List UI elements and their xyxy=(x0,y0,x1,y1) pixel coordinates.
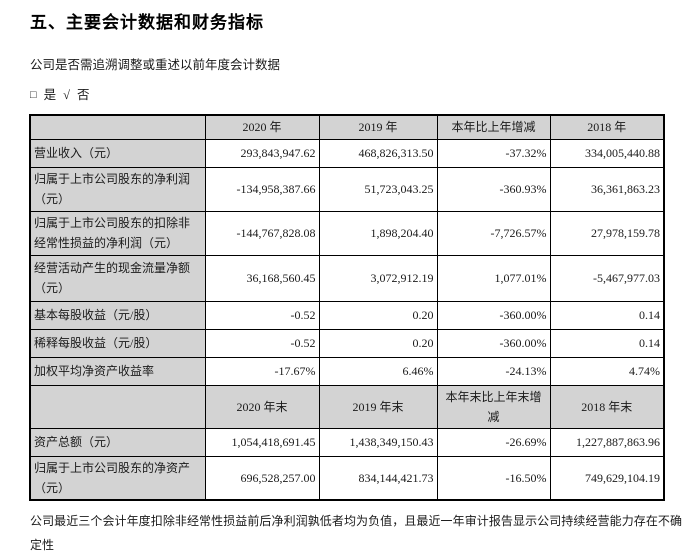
value-2018: 1,227,887,863.96 xyxy=(549,427,665,457)
value-2020: -134,958,387.66 xyxy=(204,166,320,212)
value-2018: 0.14 xyxy=(549,328,665,358)
page-title: 五、主要会计数据和财务指标 xyxy=(30,13,264,32)
value-2019: 1,438,349,150.43 xyxy=(318,427,438,457)
header-yoy-change: 本年比上年增减 xyxy=(436,114,551,140)
yes-label: 是 xyxy=(43,88,57,102)
restatement-question: 公司是否需追溯调整或重述以前年度会计数据 xyxy=(30,58,281,72)
table-row-net-assets: 归属于上市公司股东的净资产（元） 696,528,257.00 834,144,… xyxy=(29,455,665,501)
table-row-basic-eps: 基本每股收益（元/股） -0.52 0.20 -360.00% 0.14 xyxy=(29,300,665,330)
value-2019: 3,072,912.19 xyxy=(318,254,438,302)
yes-checkbox-icon: □ xyxy=(30,89,37,101)
value-2018: 36,361,863.23 xyxy=(549,166,665,212)
row-label: 资产总额（元） xyxy=(29,427,206,457)
value-change: -37.32% xyxy=(436,138,551,168)
value-2019: 0.20 xyxy=(318,300,438,330)
value-2020: -0.52 xyxy=(204,328,320,358)
header-yoy-end-change: 本年末比上年末增减 xyxy=(436,384,551,429)
row-label: 加权平均净资产收益率 xyxy=(29,356,206,386)
period-header-row: 2020 年 2019 年 本年比上年增减 2018 年 xyxy=(29,114,665,140)
table-row-revenue: 营业收入（元） 293,843,947.62 468,826,313.50 -3… xyxy=(29,138,665,168)
no-checkmark-icon: √ xyxy=(63,88,71,102)
report-page: 五、主要会计数据和财务指标 公司是否需追溯调整或重述以前年度会计数据 □ 是 √ 否 … xyxy=(0,8,694,552)
value-change: -360.00% xyxy=(436,300,551,330)
value-2018: -5,467,977.03 xyxy=(549,254,665,302)
value-2020: 696,528,257.00 xyxy=(204,455,320,501)
key-indicators-table: 2020 年 2019 年 本年比上年增减 2018 年 营业收入（元） 293… xyxy=(29,114,665,501)
table-row-diluted-eps: 稀释每股收益（元/股） -0.52 0.20 -360.00% 0.14 xyxy=(29,328,665,358)
header-2020-end: 2020 年末 xyxy=(204,384,320,429)
header-2019: 2019 年 xyxy=(318,114,438,140)
row-label: 归属于上市公司股东的净利润（元） xyxy=(29,166,206,212)
value-2018: 4.74% xyxy=(549,356,665,386)
value-2019: 468,826,313.50 xyxy=(318,138,438,168)
header-2019-end: 2019 年末 xyxy=(318,384,438,429)
value-change: -24.13% xyxy=(436,356,551,386)
value-change: -16.50% xyxy=(436,455,551,501)
value-2019: 0.20 xyxy=(318,328,438,358)
value-change: -360.93% xyxy=(436,166,551,212)
row-label: 归属于上市公司股东的净资产（元） xyxy=(29,455,206,501)
value-2019: 6.46% xyxy=(318,356,438,386)
value-2019: 834,144,421.73 xyxy=(318,455,438,501)
value-2018: 334,005,440.88 xyxy=(549,138,665,168)
value-2019: 51,723,043.25 xyxy=(318,166,438,212)
value-2020: 1,054,418,691.45 xyxy=(204,427,320,457)
header-2018-end: 2018 年末 xyxy=(549,384,665,429)
value-change: 1,077.01% xyxy=(436,254,551,302)
period-end-header-row: 2020 年末 2019 年末 本年末比上年末增减 2018 年末 xyxy=(29,384,665,429)
header-blank-cell xyxy=(29,384,206,429)
header-2018: 2018 年 xyxy=(549,114,665,140)
row-label: 稀释每股收益（元/股） xyxy=(29,328,206,358)
row-label: 营业收入（元） xyxy=(29,138,206,168)
table-row-net-profit-excl-nonrecurring: 归属于上市公司股东的扣除非经常性损益的净利润（元） -144,767,828.0… xyxy=(29,210,665,256)
table-row-operating-cash-flow: 经营活动产生的现金流量净额（元） 36,168,560.45 3,072,912… xyxy=(29,254,665,302)
value-2018: 27,978,159.78 xyxy=(549,210,665,256)
value-change: -7,726.57% xyxy=(436,210,551,256)
row-label: 经营活动产生的现金流量净额（元） xyxy=(29,254,206,302)
value-2020: -0.52 xyxy=(204,300,320,330)
value-change: -26.69% xyxy=(436,427,551,457)
table-row-weighted-avg-roe: 加权平均净资产收益率 -17.67% 6.46% -24.13% 4.74% xyxy=(29,356,665,386)
table-row-total-assets: 资产总额（元） 1,054,418,691.45 1,438,349,150.4… xyxy=(29,427,665,457)
checkbox-line: □ 是 √ 否 xyxy=(30,84,694,103)
row-label: 归属于上市公司股东的扣除非经常性损益的净利润（元） xyxy=(29,210,206,256)
value-2018: 0.14 xyxy=(549,300,665,330)
value-2020: -144,767,828.08 xyxy=(204,210,320,256)
header-2020: 2020 年 xyxy=(204,114,320,140)
row-label: 基本每股收益（元/股） xyxy=(29,300,206,330)
going-concern-footnote: 公司最近三个会计年度扣除非经常性损益前后净利润孰低者均为负值，且最近一年审计报告… xyxy=(30,514,682,552)
no-label: 否 xyxy=(77,88,90,102)
value-2018: 749,629,104.19 xyxy=(549,455,665,501)
value-2020: 293,843,947.62 xyxy=(204,138,320,168)
table-row-net-profit: 归属于上市公司股东的净利润（元） -134,958,387.66 51,723,… xyxy=(29,166,665,212)
value-2019: 1,898,204.40 xyxy=(318,210,438,256)
value-change: -360.00% xyxy=(436,328,551,358)
value-2020: 36,168,560.45 xyxy=(204,254,320,302)
value-2020: -17.67% xyxy=(204,356,320,386)
header-blank-cell xyxy=(29,114,206,140)
